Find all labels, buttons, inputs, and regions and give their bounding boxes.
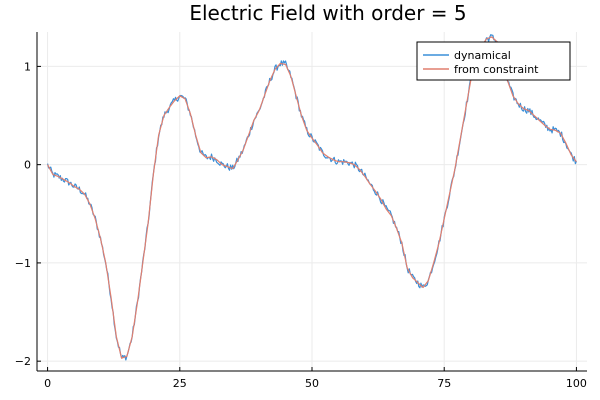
chart-title: Electric Field with order = 5 bbox=[189, 1, 466, 25]
x-ticks: 0 25 50 75 100 bbox=[44, 367, 587, 390]
x-tick-label: 100 bbox=[566, 377, 587, 390]
legend-label-from-constraint: from constraint bbox=[454, 63, 539, 76]
legend-box bbox=[416, 41, 571, 81]
y-tick-label: −1 bbox=[15, 257, 31, 270]
y-tick-label: −2 bbox=[15, 355, 31, 368]
series-layer bbox=[46, 34, 577, 361]
x-tick-label: 0 bbox=[44, 377, 51, 390]
x-tick-label: 75 bbox=[437, 377, 451, 390]
legend-label-dynamical: dynamical bbox=[454, 49, 511, 62]
series-line-from-constraint bbox=[47, 36, 577, 359]
y-tick-label: 0 bbox=[24, 159, 31, 172]
x-tick-label: 25 bbox=[173, 377, 187, 390]
x-tick-label: 50 bbox=[305, 377, 319, 390]
y-ticks: −2 −1 0 1 bbox=[15, 60, 41, 368]
legend: dynamical from constraint bbox=[416, 41, 571, 81]
y-tick-label: 1 bbox=[24, 60, 31, 73]
